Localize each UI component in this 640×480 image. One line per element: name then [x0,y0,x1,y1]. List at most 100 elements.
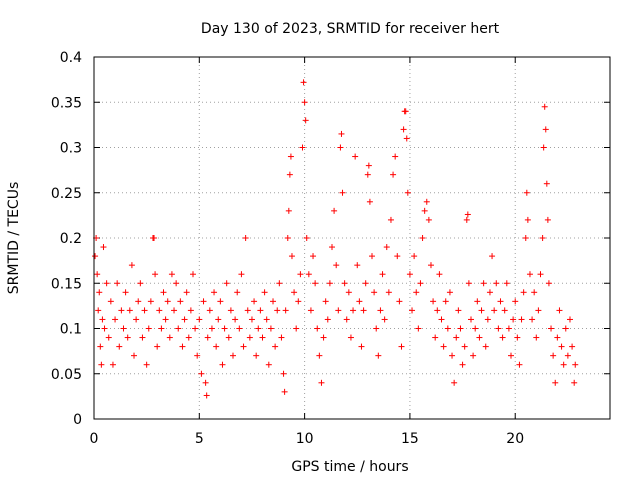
data-point [510,316,517,323]
data-point [291,289,298,296]
data-point [338,130,345,137]
data-point [434,307,441,314]
data-point [387,216,394,223]
data-point [352,153,359,160]
data-point [419,235,426,241]
data-point [118,307,125,314]
data-point [425,216,432,223]
data-point [284,235,291,241]
data-point [362,280,369,287]
data-point [402,108,409,115]
y-tick-label: 0.3 [60,141,82,157]
data-point [558,343,565,350]
data-point [171,307,178,314]
data-point [354,262,361,269]
data-point [305,271,312,278]
y-tick-label: 0.35 [51,95,82,111]
data-point [156,307,163,314]
data-point [139,334,146,341]
data-point [392,153,399,160]
data-point [293,325,300,332]
data-point [162,316,169,323]
data-point [100,244,107,251]
data-point [154,343,161,350]
data-point [552,379,559,386]
data-point [168,271,175,278]
data-point [535,307,542,314]
data-point [246,334,253,341]
data-point [432,334,439,341]
y-tick-label: 0.05 [51,367,82,383]
data-point [206,307,213,314]
y-tick-label: 0.4 [60,50,82,66]
data-point [183,289,190,296]
data-point [383,244,390,251]
data-point [540,144,547,151]
data-point [126,307,133,314]
data-point [491,307,498,314]
data-point [497,298,504,305]
data-point [242,235,249,241]
data-point [335,307,342,314]
data-point [177,298,184,305]
data-point [261,289,268,296]
y-tick-label: 0.2 [60,231,82,247]
data-point [390,171,397,178]
data-point [345,289,352,296]
data-point [230,352,237,359]
data-point [404,189,411,196]
data-point [548,325,555,332]
data-point [259,334,266,341]
data-point [499,334,506,341]
data-point [328,244,335,251]
data-point [263,316,270,323]
data-point [187,307,194,314]
data-point [270,298,277,305]
x-tick-label: 10 [296,431,314,447]
data-point [550,352,557,359]
data-point [457,325,464,332]
data-point [413,289,420,296]
data-point [257,307,264,314]
data-point [406,271,413,278]
data-point [236,325,243,332]
data-point [484,316,491,323]
data-point [143,361,150,368]
data-point [217,298,224,305]
data-point [213,343,220,350]
data-point [398,343,405,350]
data-point [204,334,211,341]
data-point [251,298,258,305]
data-point [103,280,110,287]
data-point [312,280,319,287]
data-point [459,361,466,368]
data-point [427,262,434,269]
data-point [203,392,210,399]
x-axis-label: GPS time / hours [291,459,408,475]
points-layer [92,79,579,399]
data-point [219,361,226,368]
data-point [198,370,205,377]
data-point [449,352,456,359]
data-point [486,289,493,296]
data-point [194,352,201,359]
data-point [373,325,380,332]
data-point [303,235,310,241]
data-point [472,325,479,332]
data-point [423,198,430,205]
data-point [223,280,230,287]
data-point [444,325,451,332]
data-point [173,280,180,287]
data-point [495,325,502,332]
data-point [556,307,563,314]
data-point [232,316,239,323]
data-point [253,352,260,359]
data-point [299,144,306,151]
data-point [364,171,371,178]
data-point [562,325,569,332]
data-point [286,171,293,178]
data-point [455,307,462,314]
data-point [463,216,470,223]
data-point [221,325,228,332]
data-point [543,180,550,187]
